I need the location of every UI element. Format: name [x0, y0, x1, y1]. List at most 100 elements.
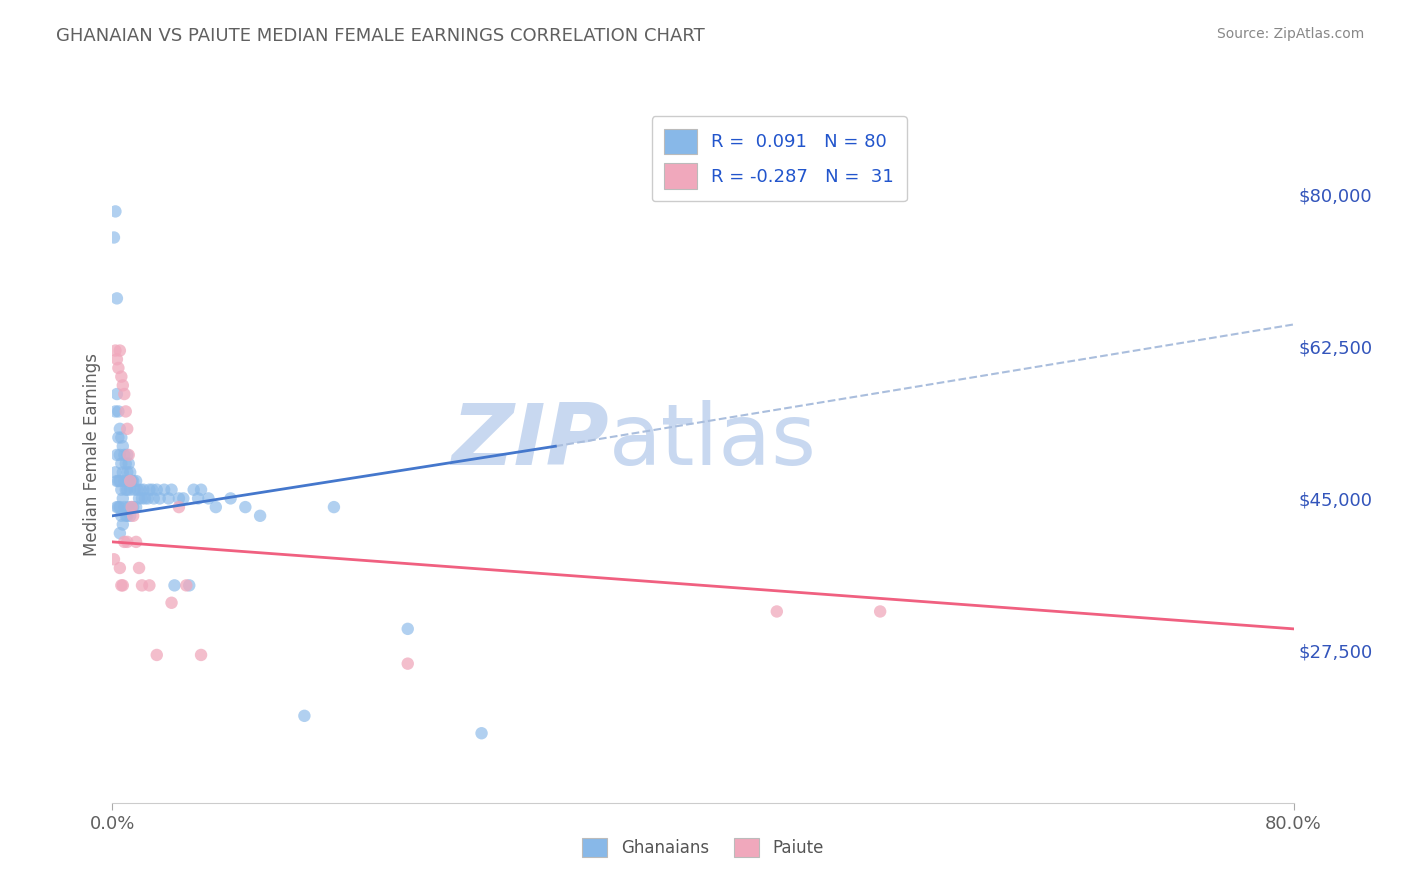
Point	[146, 648, 169, 662]
Legend: Ghanaians, Paiute: Ghanaians, Paiute	[575, 831, 831, 864]
Point	[110, 508, 132, 523]
Point	[110, 578, 132, 592]
Point	[104, 204, 127, 219]
Point	[125, 474, 148, 488]
Point	[118, 500, 141, 514]
Point	[122, 474, 145, 488]
Point	[118, 448, 141, 462]
Point	[118, 457, 141, 471]
Point	[108, 526, 131, 541]
Point	[112, 474, 135, 488]
Point	[142, 491, 165, 506]
Point	[249, 508, 271, 523]
Point	[120, 508, 142, 523]
Point	[125, 534, 148, 549]
Point	[107, 474, 129, 488]
Point	[117, 422, 138, 436]
Point	[117, 448, 138, 462]
Point	[167, 491, 190, 506]
Point	[120, 474, 142, 488]
Point	[108, 422, 131, 436]
Point	[163, 578, 186, 592]
Point	[120, 483, 142, 497]
Point	[122, 500, 145, 514]
Point	[190, 648, 212, 662]
Point	[160, 596, 183, 610]
Point	[121, 474, 143, 488]
Point	[127, 483, 149, 497]
Point	[111, 378, 134, 392]
Point	[183, 483, 205, 497]
Point	[110, 483, 132, 497]
Point	[107, 500, 129, 514]
Point	[117, 534, 138, 549]
Point	[132, 483, 155, 497]
Point	[117, 508, 138, 523]
Point	[205, 500, 228, 514]
Point	[111, 439, 134, 453]
Point	[105, 474, 128, 488]
Point	[114, 508, 136, 523]
Point	[111, 491, 134, 506]
Point	[103, 552, 125, 566]
Y-axis label: Median Female Earnings: Median Female Earnings	[83, 353, 101, 557]
Point	[107, 404, 129, 418]
Point	[131, 491, 153, 506]
Point	[396, 622, 419, 636]
Point	[121, 500, 143, 514]
Point	[323, 500, 346, 514]
Point	[112, 448, 135, 462]
Point	[114, 404, 136, 418]
Point	[112, 534, 135, 549]
Text: ZIP: ZIP	[451, 400, 609, 483]
Point	[128, 491, 150, 506]
Point	[396, 657, 419, 671]
Point	[197, 491, 219, 506]
Point	[122, 508, 145, 523]
Point	[219, 491, 242, 506]
Point	[108, 500, 131, 514]
Point	[105, 448, 128, 462]
Point	[134, 491, 156, 506]
Point	[112, 387, 135, 401]
Point	[172, 491, 194, 506]
Point	[114, 457, 136, 471]
Point	[105, 500, 128, 514]
Point	[157, 491, 180, 506]
Text: Source: ZipAtlas.com: Source: ZipAtlas.com	[1216, 27, 1364, 41]
Text: GHANAIAN VS PAIUTE MEDIAN FEMALE EARNINGS CORRELATION CHART: GHANAIAN VS PAIUTE MEDIAN FEMALE EARNING…	[56, 27, 704, 45]
Point	[149, 491, 172, 506]
Point	[108, 448, 131, 462]
Point	[187, 491, 209, 506]
Point	[138, 578, 160, 592]
Point	[104, 466, 127, 480]
Point	[105, 352, 128, 367]
Point	[167, 500, 190, 514]
Point	[190, 483, 212, 497]
Point	[470, 726, 494, 740]
Point	[110, 431, 132, 445]
Point	[112, 500, 135, 514]
Point	[118, 474, 141, 488]
Point	[146, 483, 169, 497]
Point	[131, 578, 153, 592]
Point	[111, 517, 134, 532]
Point	[179, 578, 201, 592]
Point	[110, 457, 132, 471]
Point	[128, 561, 150, 575]
Point	[766, 605, 789, 619]
Point	[160, 483, 183, 497]
Point	[117, 483, 138, 497]
Point	[114, 483, 136, 497]
Point	[121, 500, 143, 514]
Point	[129, 483, 152, 497]
Point	[111, 466, 134, 480]
Point	[111, 578, 134, 592]
Point	[105, 387, 128, 401]
Point	[125, 500, 148, 514]
Point	[141, 483, 163, 497]
Point	[104, 404, 127, 418]
Point	[108, 474, 131, 488]
Point	[110, 369, 132, 384]
Text: atlas: atlas	[609, 400, 817, 483]
